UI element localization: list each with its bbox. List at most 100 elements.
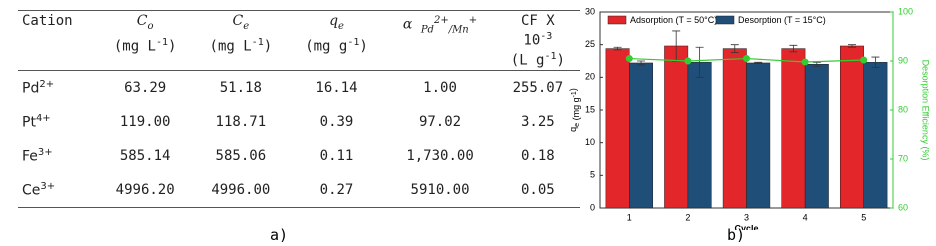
table-cell: 118.71 bbox=[193, 105, 289, 139]
table-cell: 4996.00 bbox=[193, 173, 289, 209]
y2-tick-label: 100 bbox=[898, 6, 913, 16]
bar bbox=[629, 62, 653, 209]
y-tick-label: 20 bbox=[585, 72, 595, 82]
header-unit: (mg g bbox=[305, 38, 348, 55]
header-sup: 2+ bbox=[433, 15, 449, 26]
header-sub: /Mn bbox=[448, 24, 469, 36]
table-cell: 1.00 bbox=[384, 71, 495, 106]
cell-value: 585.06 bbox=[215, 148, 267, 165]
cell-value: 97.02 bbox=[418, 114, 462, 131]
bar bbox=[687, 62, 712, 209]
table-cell: 0.27 bbox=[288, 173, 385, 209]
table-body: Pd2+ 63.29 51.18 16.14 1.00 255.07 Pt4+ 119.00 1… bbox=[18, 71, 580, 209]
legend-label: Desorption (T = 15°C) bbox=[738, 15, 826, 25]
y2-tick-label: 80 bbox=[898, 104, 908, 114]
table-cell: 3.25 bbox=[496, 105, 580, 139]
y-axis-label-part: q bbox=[568, 127, 578, 132]
cation-ion: Pd bbox=[22, 81, 40, 98]
header-unit: (mg L bbox=[113, 38, 156, 55]
y-tick-label: 15 bbox=[585, 104, 595, 114]
cell-value: 0.11 bbox=[319, 148, 354, 165]
cell-value: 16.14 bbox=[315, 80, 358, 97]
header-symbol: α bbox=[402, 16, 413, 33]
cell-value: 4996.20 bbox=[115, 182, 175, 199]
table-cell: Pt4+ bbox=[18, 105, 97, 139]
header-text: 10 bbox=[523, 32, 541, 49]
x-tick-label: 3 bbox=[744, 212, 749, 222]
table-row: Ce3+ 4996.20 4996.00 0.27 5910.00 0.05 bbox=[18, 173, 580, 209]
legend-swatch bbox=[715, 15, 735, 25]
y-axis-label-part: (mg g bbox=[571, 97, 581, 123]
y-tick-label: 30 bbox=[585, 6, 595, 16]
table-cell: 97.02 bbox=[384, 105, 495, 139]
data-table: Cation Co (mg L-1) Ce (mg L-1) qe (mg g-1) … bbox=[18, 9, 580, 209]
header-text: Cation bbox=[22, 13, 73, 29]
cell-value: 1,730.00 bbox=[406, 148, 474, 165]
header-text: CF X bbox=[521, 13, 555, 29]
cell-value: 1.00 bbox=[423, 80, 457, 97]
table-cell: 0.11 bbox=[289, 139, 385, 173]
table-cell: 5910.00 bbox=[384, 173, 496, 209]
bar bbox=[605, 48, 630, 209]
y-axis-label-part: -1 bbox=[571, 91, 578, 97]
cell-value: 63.29 bbox=[124, 80, 167, 97]
line-marker bbox=[743, 55, 750, 63]
cell-value: 0.39 bbox=[319, 114, 354, 131]
header-symbol: q bbox=[329, 13, 339, 29]
table-cell: 1,730.00 bbox=[384, 139, 495, 173]
chart: 0 5 10 15 20 25 30 60 70 80 90 100 1 2 3 4 5 Cycle qe (mg … bbox=[568, 6, 930, 230]
bar bbox=[863, 62, 888, 209]
x-tick-label: 5 bbox=[861, 212, 866, 222]
y-tick-label: 25 bbox=[585, 39, 595, 49]
header-sup: -1 bbox=[544, 50, 557, 62]
y-axis-label-part: ) bbox=[568, 88, 578, 91]
table-cell: Ce3+ bbox=[18, 173, 98, 209]
cell-value: 4996.00 bbox=[211, 182, 271, 199]
bar bbox=[664, 45, 689, 209]
cation-charge: 3+ bbox=[40, 181, 56, 193]
table-cell: Pd2+ bbox=[18, 71, 97, 106]
error-bar bbox=[812, 61, 821, 67]
error-bar bbox=[789, 44, 798, 53]
header-sup: -1 bbox=[251, 36, 264, 48]
header-unit-end: ) bbox=[263, 38, 273, 55]
table-cell: 51.18 bbox=[193, 71, 289, 106]
cation-ion: Pt bbox=[22, 115, 36, 132]
caption: b) bbox=[727, 226, 746, 244]
table-cell: Fe3+ bbox=[18, 139, 97, 173]
header-sub: e bbox=[243, 20, 250, 32]
error-bar bbox=[871, 56, 880, 68]
cation-charge: 2+ bbox=[39, 79, 55, 91]
cell-value: 0.27 bbox=[319, 182, 354, 199]
table-cell: 16.14 bbox=[289, 71, 385, 106]
line-marker bbox=[801, 58, 809, 66]
table-cell: 585.14 bbox=[97, 139, 193, 173]
table-cell: 0.18 bbox=[496, 139, 580, 173]
cell-value: 585.14 bbox=[119, 148, 171, 165]
bar bbox=[746, 62, 771, 209]
bar bbox=[840, 45, 864, 209]
header-unit: (mg L bbox=[209, 38, 252, 55]
table-cell: 119.00 bbox=[97, 105, 193, 139]
cell-value: 119.00 bbox=[119, 114, 171, 131]
x-tick-label: 1 bbox=[627, 212, 632, 222]
error-bar bbox=[754, 61, 763, 65]
header-row: Cation Co (mg L-1) Ce (mg L-1) qe (mg g-1) … bbox=[18, 9, 580, 72]
cell-value: 3.25 bbox=[521, 114, 555, 131]
header-sub: o bbox=[147, 20, 154, 32]
header-symbol: C bbox=[232, 13, 244, 29]
line-marker bbox=[860, 56, 868, 64]
table-row: Fe3+ 585.14 585.06 0.11 1,730.00 0.18 bbox=[18, 139, 580, 173]
cation-ion: Ce bbox=[22, 183, 41, 200]
cation-ion: Fe bbox=[22, 149, 38, 166]
cell-value: 0.05 bbox=[521, 182, 555, 199]
y-tick-label: 10 bbox=[585, 137, 595, 147]
header-cell: α Pd2+/Mn+ bbox=[384, 9, 496, 72]
table-cell: 585.06 bbox=[193, 139, 289, 173]
cell-value: 118.71 bbox=[215, 114, 267, 131]
error-bar bbox=[637, 60, 646, 66]
y2-tick-label: 70 bbox=[898, 153, 908, 163]
x-tick-label: 4 bbox=[803, 212, 808, 222]
y-axis-label: qe (mg g-1) bbox=[568, 88, 581, 132]
table-cell: 63.29 bbox=[97, 71, 193, 106]
